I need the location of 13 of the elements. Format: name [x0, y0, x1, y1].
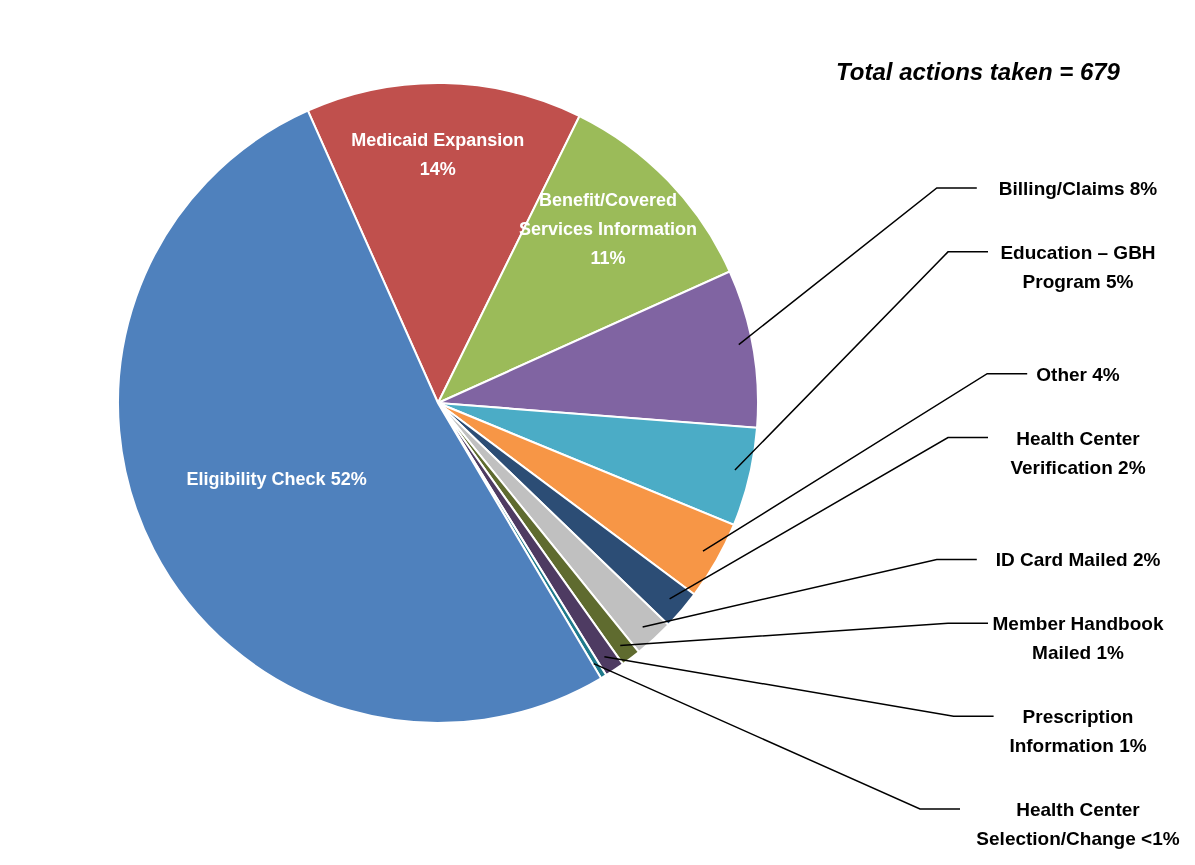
slice-label: Member Handbook Mailed 1% [992, 612, 1164, 663]
slice-label: Prescription Information 1% [1009, 705, 1147, 756]
slice-label: Eligibility Check 52% [186, 468, 367, 489]
slice-label: Health Center Selection/Change <1% [976, 798, 1180, 849]
data-label: 14% [419, 159, 456, 180]
slice-label: Billing/Claims 8% [998, 177, 1158, 199]
slice-label: Other 4% [1036, 363, 1120, 385]
data-label: 11% [590, 248, 626, 269]
slice-label: Health Center Verification 2% [1010, 427, 1146, 478]
text: Total actions taken = 679 [835, 58, 1121, 86]
slice-label: Education – GBH Program 5% [1000, 241, 1156, 292]
slice-label: Medicaid Expansion [351, 130, 525, 151]
slice-label: ID Card Mailed 2% [995, 548, 1161, 570]
